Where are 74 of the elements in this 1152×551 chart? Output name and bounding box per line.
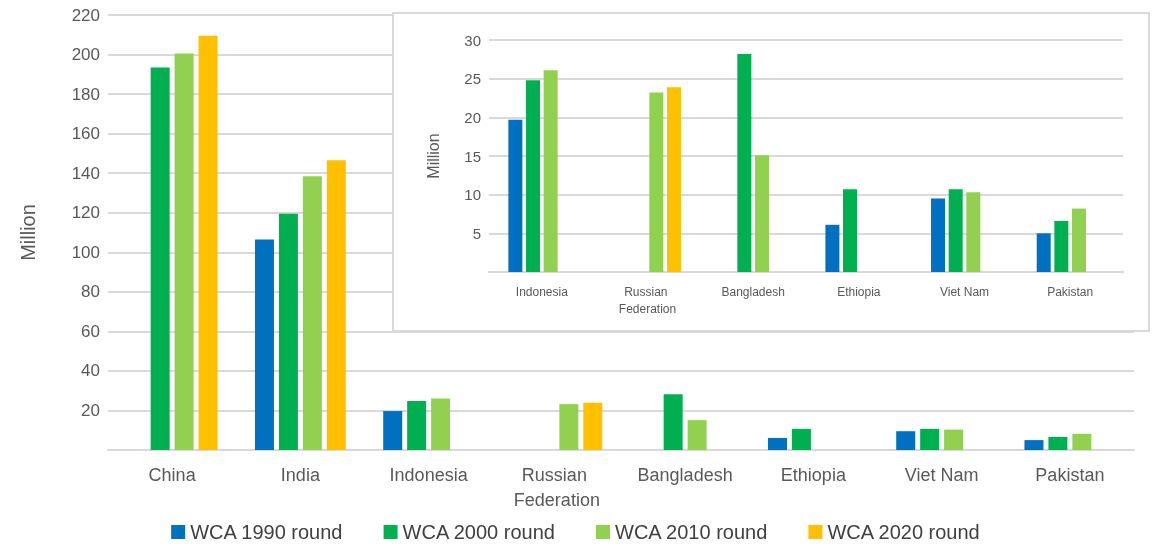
legend-label: WCA 2000 round xyxy=(402,521,555,543)
bar xyxy=(1071,208,1086,272)
y-tick-label: 25 xyxy=(464,70,481,88)
bar xyxy=(198,35,218,450)
bar xyxy=(931,198,946,272)
bar xyxy=(1072,433,1092,450)
y-tick-label: 120 xyxy=(71,203,100,223)
y-tick-label: 60 xyxy=(81,321,100,341)
y-tick-label: 40 xyxy=(81,361,100,381)
bar xyxy=(843,189,858,272)
bar xyxy=(1048,436,1068,450)
x-tick-label: Viet Nam xyxy=(939,285,990,300)
y-tick-label: 20 xyxy=(81,400,100,420)
x-tick-label: Bangladesh xyxy=(637,464,733,485)
bar xyxy=(896,431,916,450)
bar xyxy=(767,437,787,450)
bar xyxy=(649,92,664,272)
y-tick-label: 220 xyxy=(71,5,100,25)
bar xyxy=(383,411,403,450)
y-tick-label: 200 xyxy=(71,45,100,65)
x-tick-label: Russian Federation xyxy=(513,464,600,510)
y-tick-label: 10 xyxy=(464,186,481,204)
x-tick-label: Ethiopia xyxy=(837,285,881,300)
bar xyxy=(944,429,964,450)
y-tick-label: 20 xyxy=(464,108,481,126)
bar xyxy=(407,400,427,450)
bar xyxy=(174,53,194,450)
x-tick-label: Russian Federation xyxy=(618,285,677,317)
y-tick-label: 30 xyxy=(464,31,481,49)
x-tick-label: Indonesia xyxy=(389,464,469,485)
bar xyxy=(1024,440,1044,450)
bar xyxy=(754,155,769,272)
x-tick-label: Pakistan xyxy=(1035,464,1105,485)
y-tick-label: 5 xyxy=(472,224,481,242)
x-tick-label: Indonesia xyxy=(515,285,569,300)
bar xyxy=(666,87,681,272)
bar xyxy=(150,67,170,450)
bar xyxy=(508,119,523,272)
bar xyxy=(1036,233,1051,272)
x-tick-label: Viet Nam xyxy=(904,464,979,485)
legend-label: WCA 2010 round xyxy=(615,521,768,543)
x-tick-label: Bangladesh xyxy=(721,285,785,300)
y-axis-title: Million xyxy=(17,204,39,261)
bar xyxy=(1054,220,1069,272)
bar xyxy=(791,428,811,450)
bar xyxy=(966,192,981,272)
y-tick-label: 15 xyxy=(464,147,481,165)
legend-label: WCA 1990 round xyxy=(190,521,343,543)
bar xyxy=(825,224,840,272)
x-tick-label: Ethiopia xyxy=(780,464,847,485)
y-tick-label: 180 xyxy=(71,84,100,104)
y-tick-label: 140 xyxy=(71,163,100,183)
x-tick-label: India xyxy=(280,464,321,485)
y-axis-title: Million xyxy=(424,133,442,179)
y-tick-label: 100 xyxy=(71,242,100,262)
bar xyxy=(663,394,683,450)
y-tick-label: 80 xyxy=(81,282,100,302)
legend-label: WCA 2020 round xyxy=(827,521,980,543)
bar xyxy=(920,428,940,450)
bar xyxy=(948,189,963,272)
bar xyxy=(526,80,541,272)
bar xyxy=(543,70,558,272)
bar xyxy=(326,160,346,450)
bar xyxy=(302,176,322,450)
bar xyxy=(254,239,274,450)
bar xyxy=(559,404,579,450)
x-tick-label: Pakistan xyxy=(1047,285,1094,300)
bar xyxy=(687,420,707,450)
bar xyxy=(278,213,298,450)
bar xyxy=(431,398,451,450)
x-tick-label: China xyxy=(148,464,197,485)
bar xyxy=(583,402,603,450)
bar xyxy=(737,53,752,272)
y-tick-label: 160 xyxy=(71,124,100,144)
